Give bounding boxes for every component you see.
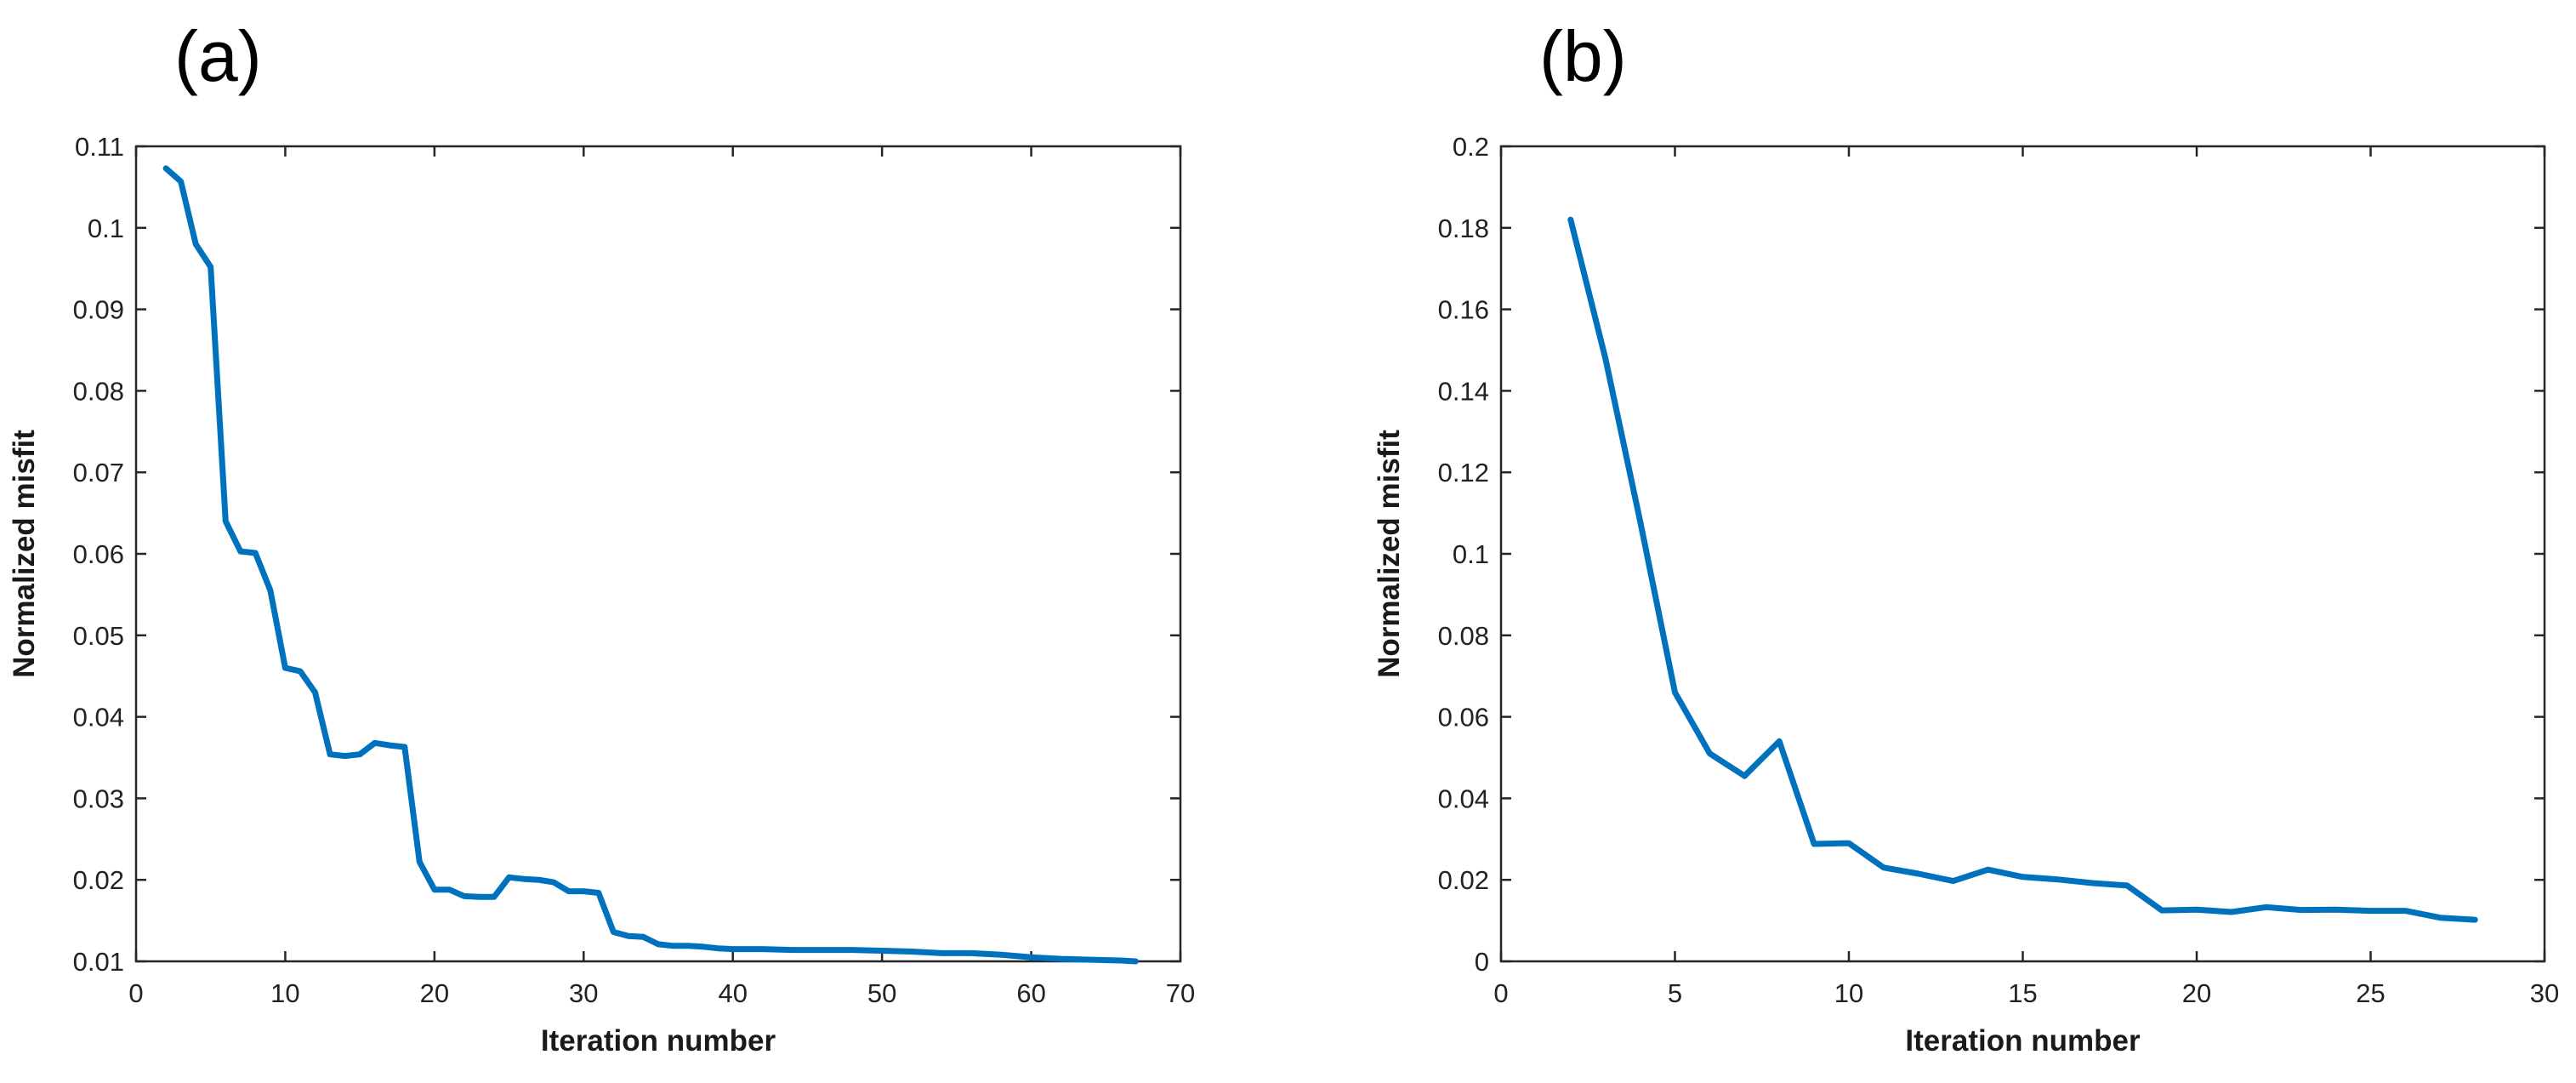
y-tick-label: 0.09 (73, 295, 124, 325)
y-tick-label: 0.04 (1438, 784, 1489, 813)
chart-b: 0 5 10 15 20 25 30 0 0.02 0.04 0.06 0.08 0.1 0.12 0.14… (1373, 132, 2559, 1057)
y-tick-label: 0 (1475, 947, 1489, 977)
x-tick-label: 25 (2356, 978, 2385, 1008)
y-tick-label: 0.08 (73, 376, 124, 406)
x-tick-label: 70 (1166, 978, 1195, 1008)
x-tick-label: 20 (2182, 978, 2211, 1008)
y-tick-label: 0.02 (73, 865, 124, 895)
y-axis-title: Normalized misfit (8, 430, 41, 678)
y-tick-label: 0.04 (73, 703, 124, 732)
y-tick-label: 0.1 (88, 214, 124, 243)
x-tick-label: 60 (1016, 978, 1045, 1008)
x-tick-label: 30 (2530, 978, 2559, 1008)
x-tick-label: 15 (2008, 978, 2037, 1008)
x-tick-label: 10 (1834, 978, 1863, 1008)
x-tick-label: 0 (128, 978, 143, 1008)
y-tick-label: 0.06 (1438, 703, 1489, 732)
y-tick-label: 0.06 (73, 539, 124, 569)
series-line-b (1567, 216, 2478, 923)
x-tick-label: 0 (1493, 978, 1508, 1008)
x-tick-label: 40 (718, 978, 747, 1008)
chart-a: 0 10 20 30 40 50 60 70 0.01 0.02 0.03 0.04 0.05 0.06 0… (8, 132, 1195, 1057)
panel-label-a: (a) (174, 16, 262, 96)
x-tick-label: 30 (569, 978, 598, 1008)
y-tick-label: 0.02 (1438, 865, 1489, 895)
y-tick-label: 0.07 (73, 458, 124, 487)
y-tick-label: 0.12 (1438, 458, 1489, 487)
x-tick-label: 50 (867, 978, 896, 1008)
plot-frame-a (134, 145, 1182, 963)
y-tick-label: 0.1 (1453, 539, 1489, 569)
y-tick-label: 0.08 (1438, 621, 1489, 651)
x-tick-label: 5 (1668, 978, 1682, 1008)
y-tick-label: 0.01 (73, 947, 124, 977)
y-axis-title: Normalized misfit (1373, 430, 1406, 678)
y-tick-label: 0.11 (75, 132, 124, 162)
x-tick-label: 20 (420, 978, 449, 1008)
y-tick-label: 0.14 (1438, 376, 1489, 406)
panel-label-b: (b) (1539, 16, 1627, 96)
y-tick-label: 0.03 (73, 784, 124, 813)
series-line-a (162, 165, 1139, 965)
x-axis-title: Iteration number (1905, 1024, 2141, 1057)
y-tick-label: 0.18 (1438, 214, 1489, 243)
y-tick-label: 0.2 (1453, 132, 1489, 162)
plot-frame-b (1499, 145, 2546, 963)
x-axis-title: Iteration number (541, 1024, 776, 1057)
y-tick-label: 0.16 (1438, 295, 1489, 325)
x-tick-label: 10 (270, 978, 299, 1008)
y-tick-label: 0.05 (73, 621, 124, 651)
